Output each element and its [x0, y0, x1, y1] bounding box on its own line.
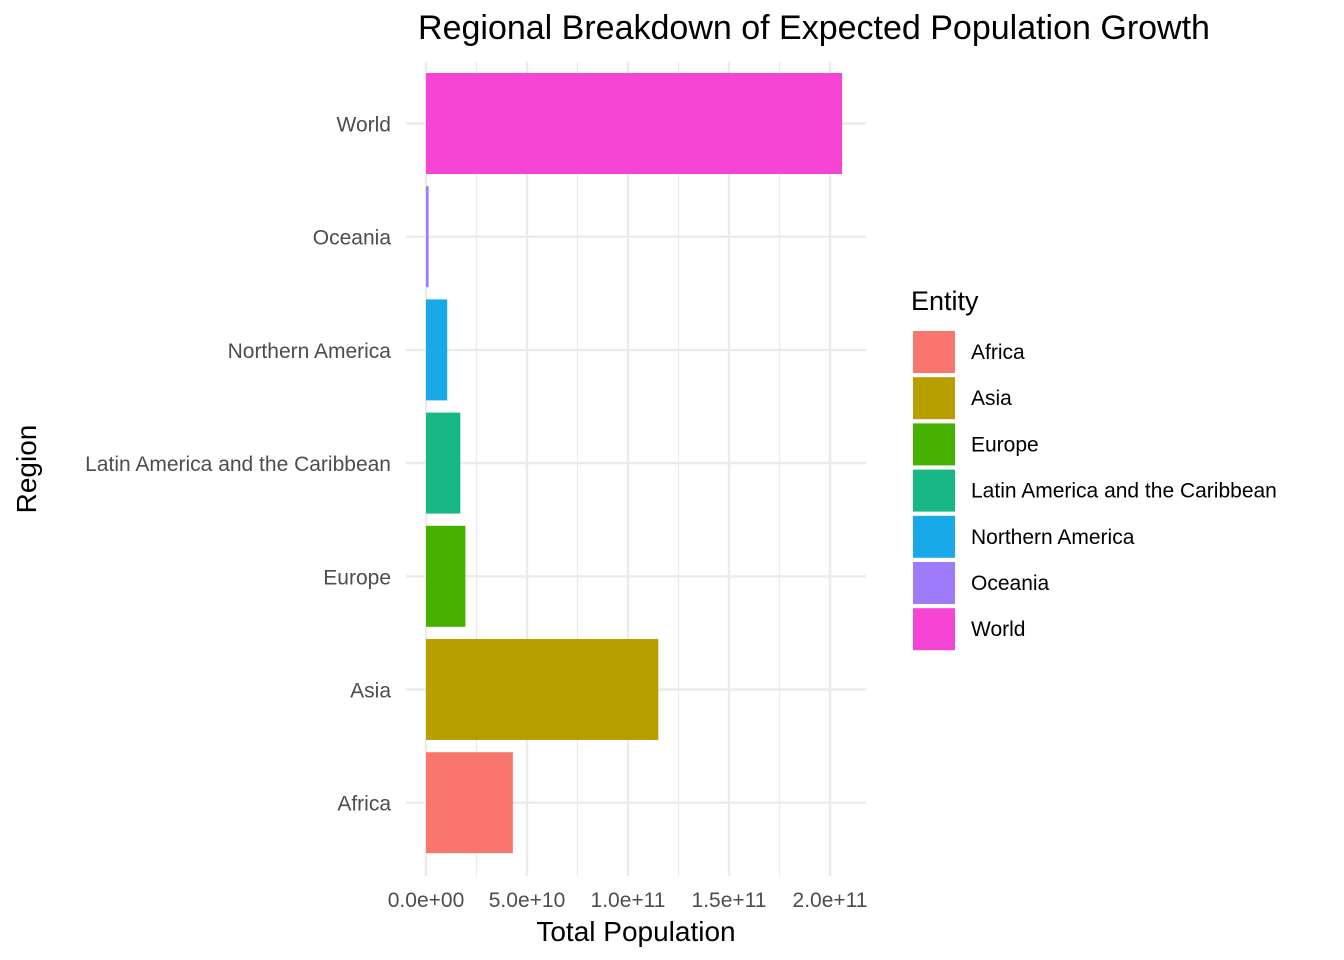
bar-asia: [426, 639, 659, 740]
chart-title: Regional Breakdown of Expected Populatio…: [418, 9, 1210, 47]
legend-key: [913, 515, 955, 558]
y-axis-title: Region: [11, 425, 42, 514]
x-tick-label: 5.0e+10: [489, 889, 566, 912]
y-tick-labels: Africa Asia Europe Latin America and the Ca…: [85, 114, 391, 816]
bar-world: [426, 73, 843, 174]
x-tick-label: 0.0e+00: [388, 889, 465, 912]
y-tick-label: Latin America and the Caribbean: [85, 453, 391, 476]
x-tick-label: 2.0e+11: [793, 889, 868, 912]
legend-key: [913, 608, 955, 651]
legend-key: [913, 377, 955, 420]
legend-title: Entity: [911, 286, 979, 316]
bar-latin-america-and-the-caribbean: [426, 412, 461, 514]
x-tick-label: 1.5e+11: [692, 889, 767, 912]
y-tick-label: Asia: [350, 680, 391, 703]
legend-key: [913, 469, 955, 512]
legend-label: Asia: [971, 387, 1012, 410]
y-tick-label: Northern America: [228, 340, 392, 363]
bar-africa: [426, 752, 513, 854]
bar-oceania: [426, 186, 429, 288]
legend-key: [913, 562, 955, 604]
y-tick-label: Oceania: [313, 227, 392, 250]
x-tick-labels: 0.0e+00 5.0e+10 1.0e+11 1.5e+11 2.0e+11: [388, 889, 868, 912]
y-tick-label: Africa: [337, 793, 391, 816]
bars: [426, 73, 843, 854]
bar-northern-america: [426, 299, 448, 401]
legend-label: Latin America and the Caribbean: [971, 480, 1277, 503]
legend-label: World: [971, 618, 1025, 641]
bar-europe: [426, 525, 466, 627]
legend: Entity Africa Asia Europe Latin America and…: [911, 286, 1277, 651]
legend-key: [913, 331, 955, 373]
legend-key: [913, 423, 955, 466]
x-axis-title: Total Population: [536, 916, 735, 947]
legend-label: Europe: [971, 433, 1039, 456]
x-tick-label: 1.0e+11: [591, 889, 666, 912]
legend-label: Northern America: [971, 526, 1135, 549]
y-tick-label: World: [337, 114, 391, 137]
legend-label: Oceania: [971, 572, 1050, 595]
y-tick-label: Europe: [323, 566, 391, 589]
legend-label: Africa: [971, 341, 1025, 364]
